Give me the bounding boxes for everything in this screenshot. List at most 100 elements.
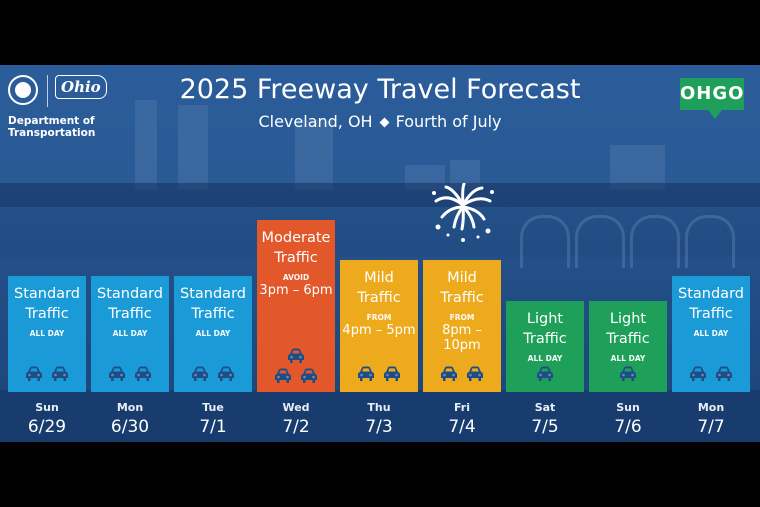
- traffic-label: Traffic: [108, 306, 152, 322]
- traffic-qualifier: ALL DAY: [610, 354, 646, 363]
- agency-name-line2: Transportation: [8, 127, 96, 139]
- car-icon: [26, 366, 42, 381]
- traffic-qualifier: ALL DAY: [195, 329, 231, 338]
- date: 7/4: [448, 417, 476, 437]
- traffic-level-word: Light: [526, 311, 564, 327]
- traffic-time-window: 3pm – 6pm: [259, 283, 333, 298]
- bridge-arch: [630, 215, 680, 268]
- day-label: Sat 7/5: [506, 401, 584, 437]
- traffic-level: Moderate Traffic: [257, 220, 335, 268]
- fireworks-icon: [432, 183, 494, 242]
- car-icon: [537, 366, 553, 381]
- ohgo-badge: OHGO: [680, 78, 744, 119]
- car-icon: [620, 366, 636, 381]
- subtitle-event: Fourth of July: [395, 112, 502, 131]
- day-label: Wed 7/2: [257, 401, 335, 437]
- forecast-card-mild: Mild Traffic FROM 8pm – 10pm: [423, 260, 501, 392]
- traffic-qualifier: ALL DAY: [693, 329, 729, 338]
- traffic-cars-icon-group: [672, 348, 750, 388]
- day-label: Tue 7/1: [174, 401, 252, 437]
- car-icon: [716, 366, 732, 381]
- traffic-level-word: Standard: [678, 286, 744, 302]
- page-subtitle: Cleveland, OH Fourth of July: [0, 112, 760, 132]
- date: 7/7: [697, 417, 725, 437]
- traffic-level-word: Mild: [364, 270, 394, 286]
- traffic-qualifier: FROM: [366, 313, 392, 322]
- day-of-week: Tue: [202, 401, 224, 414]
- traffic-level-word: Light: [609, 311, 647, 327]
- traffic-level-word: Standard: [180, 286, 246, 302]
- traffic-label: Traffic: [523, 331, 567, 347]
- bridge-arch: [575, 215, 625, 268]
- traffic-label: Traffic: [606, 331, 650, 347]
- page-title: 2025 Freeway Travel Forecast: [179, 74, 581, 105]
- car-icon: [358, 366, 374, 381]
- date: 7/1: [199, 417, 227, 437]
- traffic-qualifier: AVOID: [282, 273, 310, 282]
- car-icon: [690, 366, 706, 381]
- car-icon: [288, 348, 304, 363]
- forecast-card-moderate: Moderate Traffic AVOID 3pm – 6pm: [257, 220, 335, 392]
- forecast-card-mild: Mild Traffic FROM 4pm – 5pm: [340, 260, 418, 392]
- day-of-week: Mon: [697, 401, 725, 414]
- traffic-level: Standard Traffic: [8, 276, 86, 324]
- day-label: Sun 7/6: [589, 401, 667, 437]
- traffic-label: Traffic: [191, 306, 235, 322]
- traffic-cars-icon-group: [589, 348, 667, 388]
- car-icon: [52, 366, 68, 381]
- traffic-time-window: 8pm – 10pm: [442, 323, 482, 353]
- traffic-time-window: 4pm – 5pm: [342, 323, 416, 338]
- traffic-level: Light Traffic: [506, 301, 584, 349]
- traffic-level: Standard Traffic: [91, 276, 169, 324]
- traffic-label: Traffic: [440, 290, 484, 306]
- day-of-week: Sat: [534, 401, 556, 414]
- traffic-cars-icon-group: [257, 348, 335, 388]
- day-label: Sun 6/29: [8, 401, 86, 437]
- skyline-building: [610, 145, 665, 190]
- forecast-card-light: Light Traffic ALL DAY: [506, 301, 584, 392]
- car-icon: [384, 366, 400, 381]
- car-icon: [218, 366, 234, 381]
- traffic-cars-icon-group: [506, 348, 584, 388]
- traffic-cars-icon-group: [8, 348, 86, 388]
- bridge-arch: [520, 215, 570, 268]
- day-of-week: Wed: [282, 401, 310, 414]
- traffic-label: Traffic: [274, 250, 318, 266]
- skyline-building: [135, 100, 157, 190]
- logo-divider: [47, 75, 48, 107]
- bridge-arch: [685, 215, 735, 268]
- car-icon: [467, 366, 483, 381]
- date: 7/5: [531, 417, 559, 437]
- traffic-label: Traffic: [25, 306, 69, 322]
- traffic-level: Standard Traffic: [174, 276, 252, 324]
- agency-name: Department of Transportation: [8, 115, 95, 139]
- car-icon: [301, 368, 317, 383]
- skyline-building: [178, 105, 208, 190]
- forecast-graphic: Ohio Department of Transportation 2025 F…: [0, 65, 760, 442]
- forecast-card-standard: Standard Traffic ALL DAY: [91, 276, 169, 392]
- traffic-qualifier: FROM: [449, 313, 475, 322]
- date: 6/30: [110, 417, 150, 437]
- day-of-week: Sun: [616, 401, 640, 414]
- agency-name-line1: Department of: [8, 115, 95, 127]
- day-of-week: Thu: [367, 401, 391, 414]
- traffic-cars-icon-group: [423, 348, 501, 388]
- day-label: Thu 7/3: [340, 401, 418, 437]
- forecast-card-standard: Standard Traffic ALL DAY: [672, 276, 750, 392]
- date: 7/3: [365, 417, 393, 437]
- day-label: Mon 6/30: [91, 401, 169, 437]
- bridge-deck: [0, 183, 760, 207]
- traffic-cars-icon-group: [91, 348, 169, 388]
- day-of-week: Mon: [116, 401, 144, 414]
- date: 7/2: [282, 417, 310, 437]
- traffic-level: Standard Traffic: [672, 276, 750, 324]
- traffic-level: Light Traffic: [589, 301, 667, 349]
- skyline-building: [295, 120, 333, 190]
- traffic-qualifier: ALL DAY: [29, 329, 65, 338]
- traffic-cars-icon-group: [340, 348, 418, 388]
- traffic-level-word: Standard: [97, 286, 163, 302]
- date: 7/6: [614, 417, 642, 437]
- odot-seal-icon: [8, 75, 38, 105]
- traffic-level-word: Mild: [447, 270, 477, 286]
- traffic-label: Traffic: [689, 306, 733, 322]
